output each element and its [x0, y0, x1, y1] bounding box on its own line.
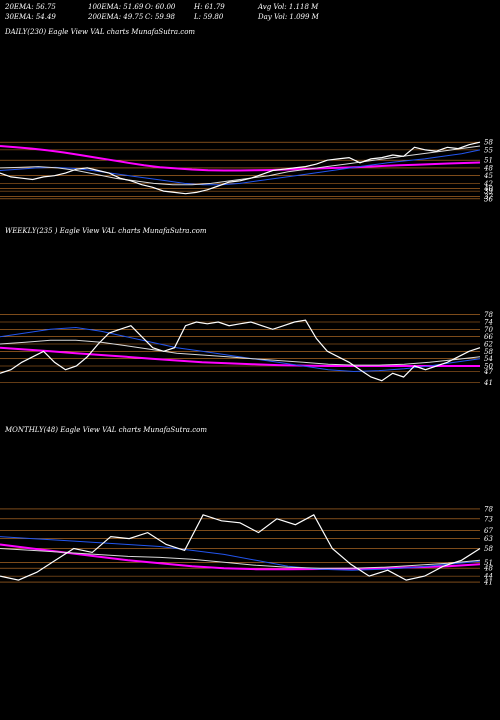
weekly-tick-label: 74 [484, 319, 493, 327]
ema20-label: 20EMA: 56.75 [5, 3, 56, 11]
monthly-tick-label: 44 [483, 573, 493, 581]
monthly-ema-line [0, 548, 481, 569]
monthly-tick-label: 63 [484, 535, 493, 543]
weekly-ema-line [0, 339, 481, 366]
daily-tick-label: 45 [483, 172, 493, 180]
weekly-tick-label: 58 [484, 348, 493, 356]
high-label: H: 61.79 [194, 3, 225, 11]
open-label: O: 60.00 [145, 3, 176, 11]
weekly-tick-label: 47 [483, 368, 493, 376]
monthly-ema-line [0, 536, 481, 571]
weekly-tick-label: 41 [483, 379, 493, 387]
weekly-ema-line [0, 326, 481, 373]
monthly-tick-label: 73 [484, 515, 493, 523]
monthly-panel-title: MONTHLY(48) Eagle View VAL charts Munafa… [5, 426, 207, 434]
daily-tick-label: 48 [483, 164, 493, 172]
daily-tick-label: 37 [484, 193, 493, 201]
daily-ema-line [0, 145, 481, 172]
daily-tick-label: 51 [484, 157, 493, 165]
low-label: L: 59.80 [194, 13, 224, 21]
close-label: C: 59.98 [145, 13, 175, 21]
daily-panel-title: DAILY(230) Eagle View VAL charts MunafaS… [5, 28, 196, 36]
daily-tick-label: 55 [484, 146, 493, 154]
weekly-tick-label: 50 [484, 363, 493, 371]
weekly-tick-label: 62 [484, 341, 493, 349]
weekly-price-line [0, 319, 481, 382]
daily-tick-label: 39 [484, 188, 493, 196]
daily-tick-label: 42 [483, 180, 493, 188]
monthly-tick-label: 51 [484, 559, 493, 567]
ema30-label: 30EMA: 54.49 [5, 13, 56, 21]
monthly-tick-label: 41 [483, 579, 493, 587]
ema100-label: 100EMA: 51.69 [88, 3, 144, 11]
weekly-tick-label: 70 [484, 326, 493, 334]
daily-ema-line [0, 145, 481, 186]
monthly-price-line [0, 513, 481, 581]
day-vol-label: Day Vol: 1.099 M [258, 13, 319, 21]
weekly-ema-line [0, 346, 480, 367]
monthly-tick-label: 58 [484, 545, 493, 553]
avg-vol-label: Avg Vol: 1.118 M [258, 3, 319, 11]
daily-tick-label: 40 [483, 185, 493, 193]
weekly-tick-label: 78 [484, 311, 493, 319]
daily-price-line [0, 141, 481, 195]
weekly-tick-label: 54 [484, 355, 493, 363]
monthly-tick-label: 67 [484, 527, 493, 535]
monthly-tick-label: 48 [483, 565, 493, 573]
ema200-label: 200EMA: 49.75 [88, 13, 144, 21]
daily-tick-label: 58 [484, 139, 493, 147]
weekly-panel-title: WEEKLY(235 ) Eagle View VAL charts Munaf… [5, 227, 207, 235]
monthly-tick-label: 78 [484, 505, 493, 513]
weekly-tick-label: 66 [484, 333, 493, 341]
daily-tick-label: 36 [484, 195, 493, 203]
